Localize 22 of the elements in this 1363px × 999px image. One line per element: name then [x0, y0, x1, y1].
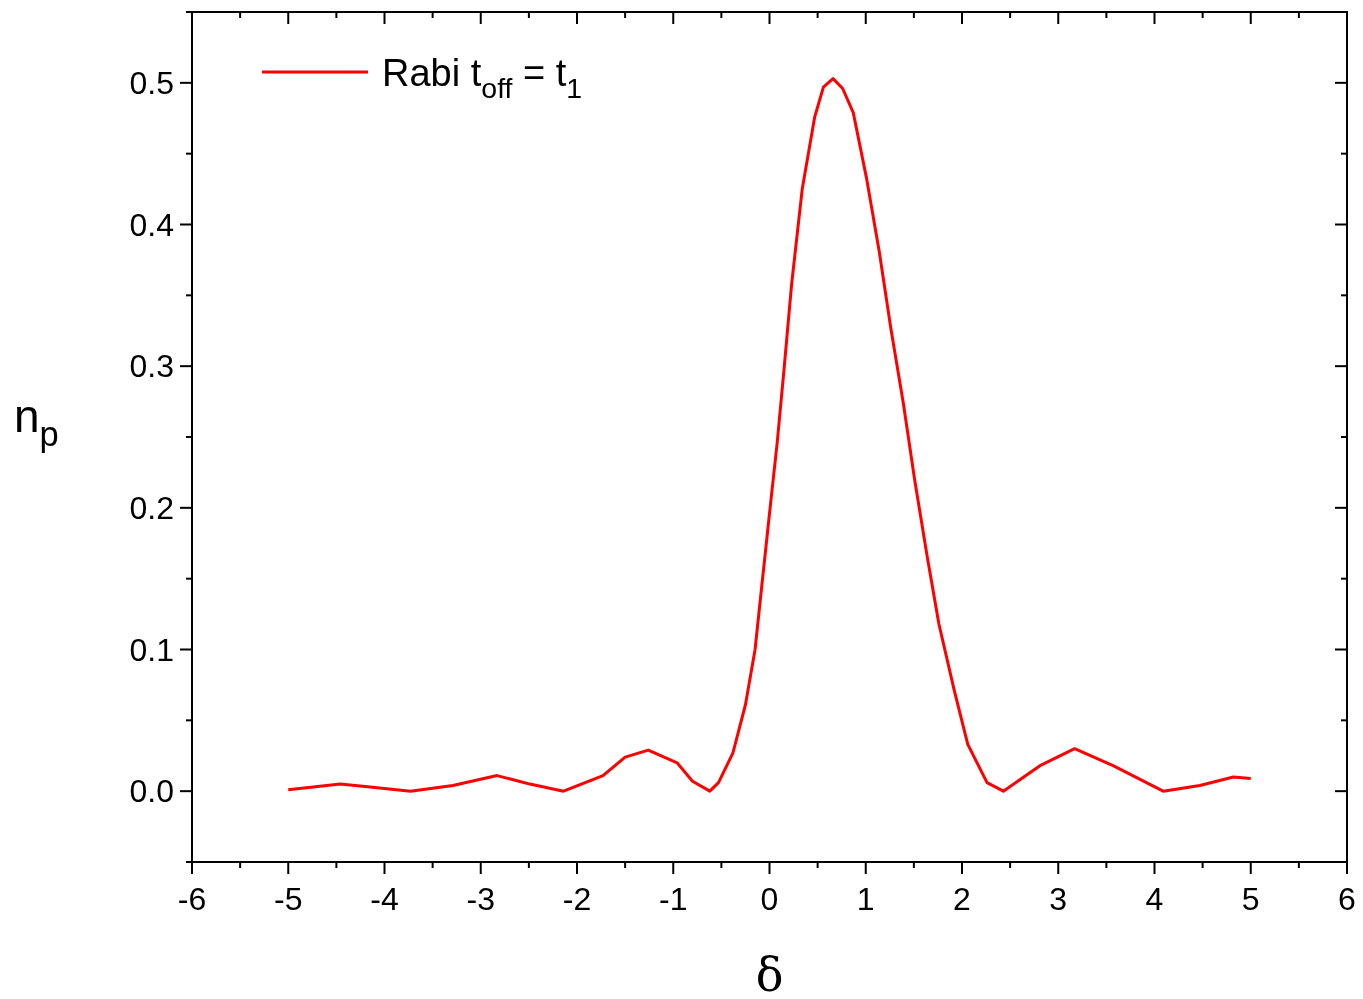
- y-tick-label: 0.3: [129, 348, 174, 385]
- x-tick-label: -2: [562, 881, 592, 917]
- y-axis-title: n$_{p}$: [14, 390, 59, 453]
- y-tick-label: 0.5: [129, 64, 174, 101]
- x-tick-label: -3: [466, 881, 495, 917]
- x-tick-label: 1: [856, 881, 875, 917]
- x-axis-title: δ: [755, 948, 784, 999]
- legend-label: Rabi t$_{off}$ = t$_{1}$: [382, 52, 583, 104]
- x-tick-label: -4: [370, 881, 399, 917]
- x-tick-label: 2: [953, 881, 971, 917]
- y-tick-label: 0.4: [129, 206, 174, 243]
- x-tick-label: 5: [1241, 881, 1260, 917]
- x-tick-label: 4: [1145, 881, 1164, 917]
- x-tick-label: 0: [760, 881, 779, 917]
- y-tick-label: 0.1: [129, 631, 174, 668]
- x-tick-label: 3: [1049, 881, 1068, 917]
- y-tick-label: 0.2: [129, 489, 174, 526]
- x-tick-label: 6: [1338, 881, 1356, 917]
- x-tick-label: -5: [274, 881, 303, 917]
- x-tick-label: -6: [177, 881, 207, 917]
- y-tick-label: 0.0: [129, 773, 174, 810]
- x-tick-label: -1: [659, 881, 688, 917]
